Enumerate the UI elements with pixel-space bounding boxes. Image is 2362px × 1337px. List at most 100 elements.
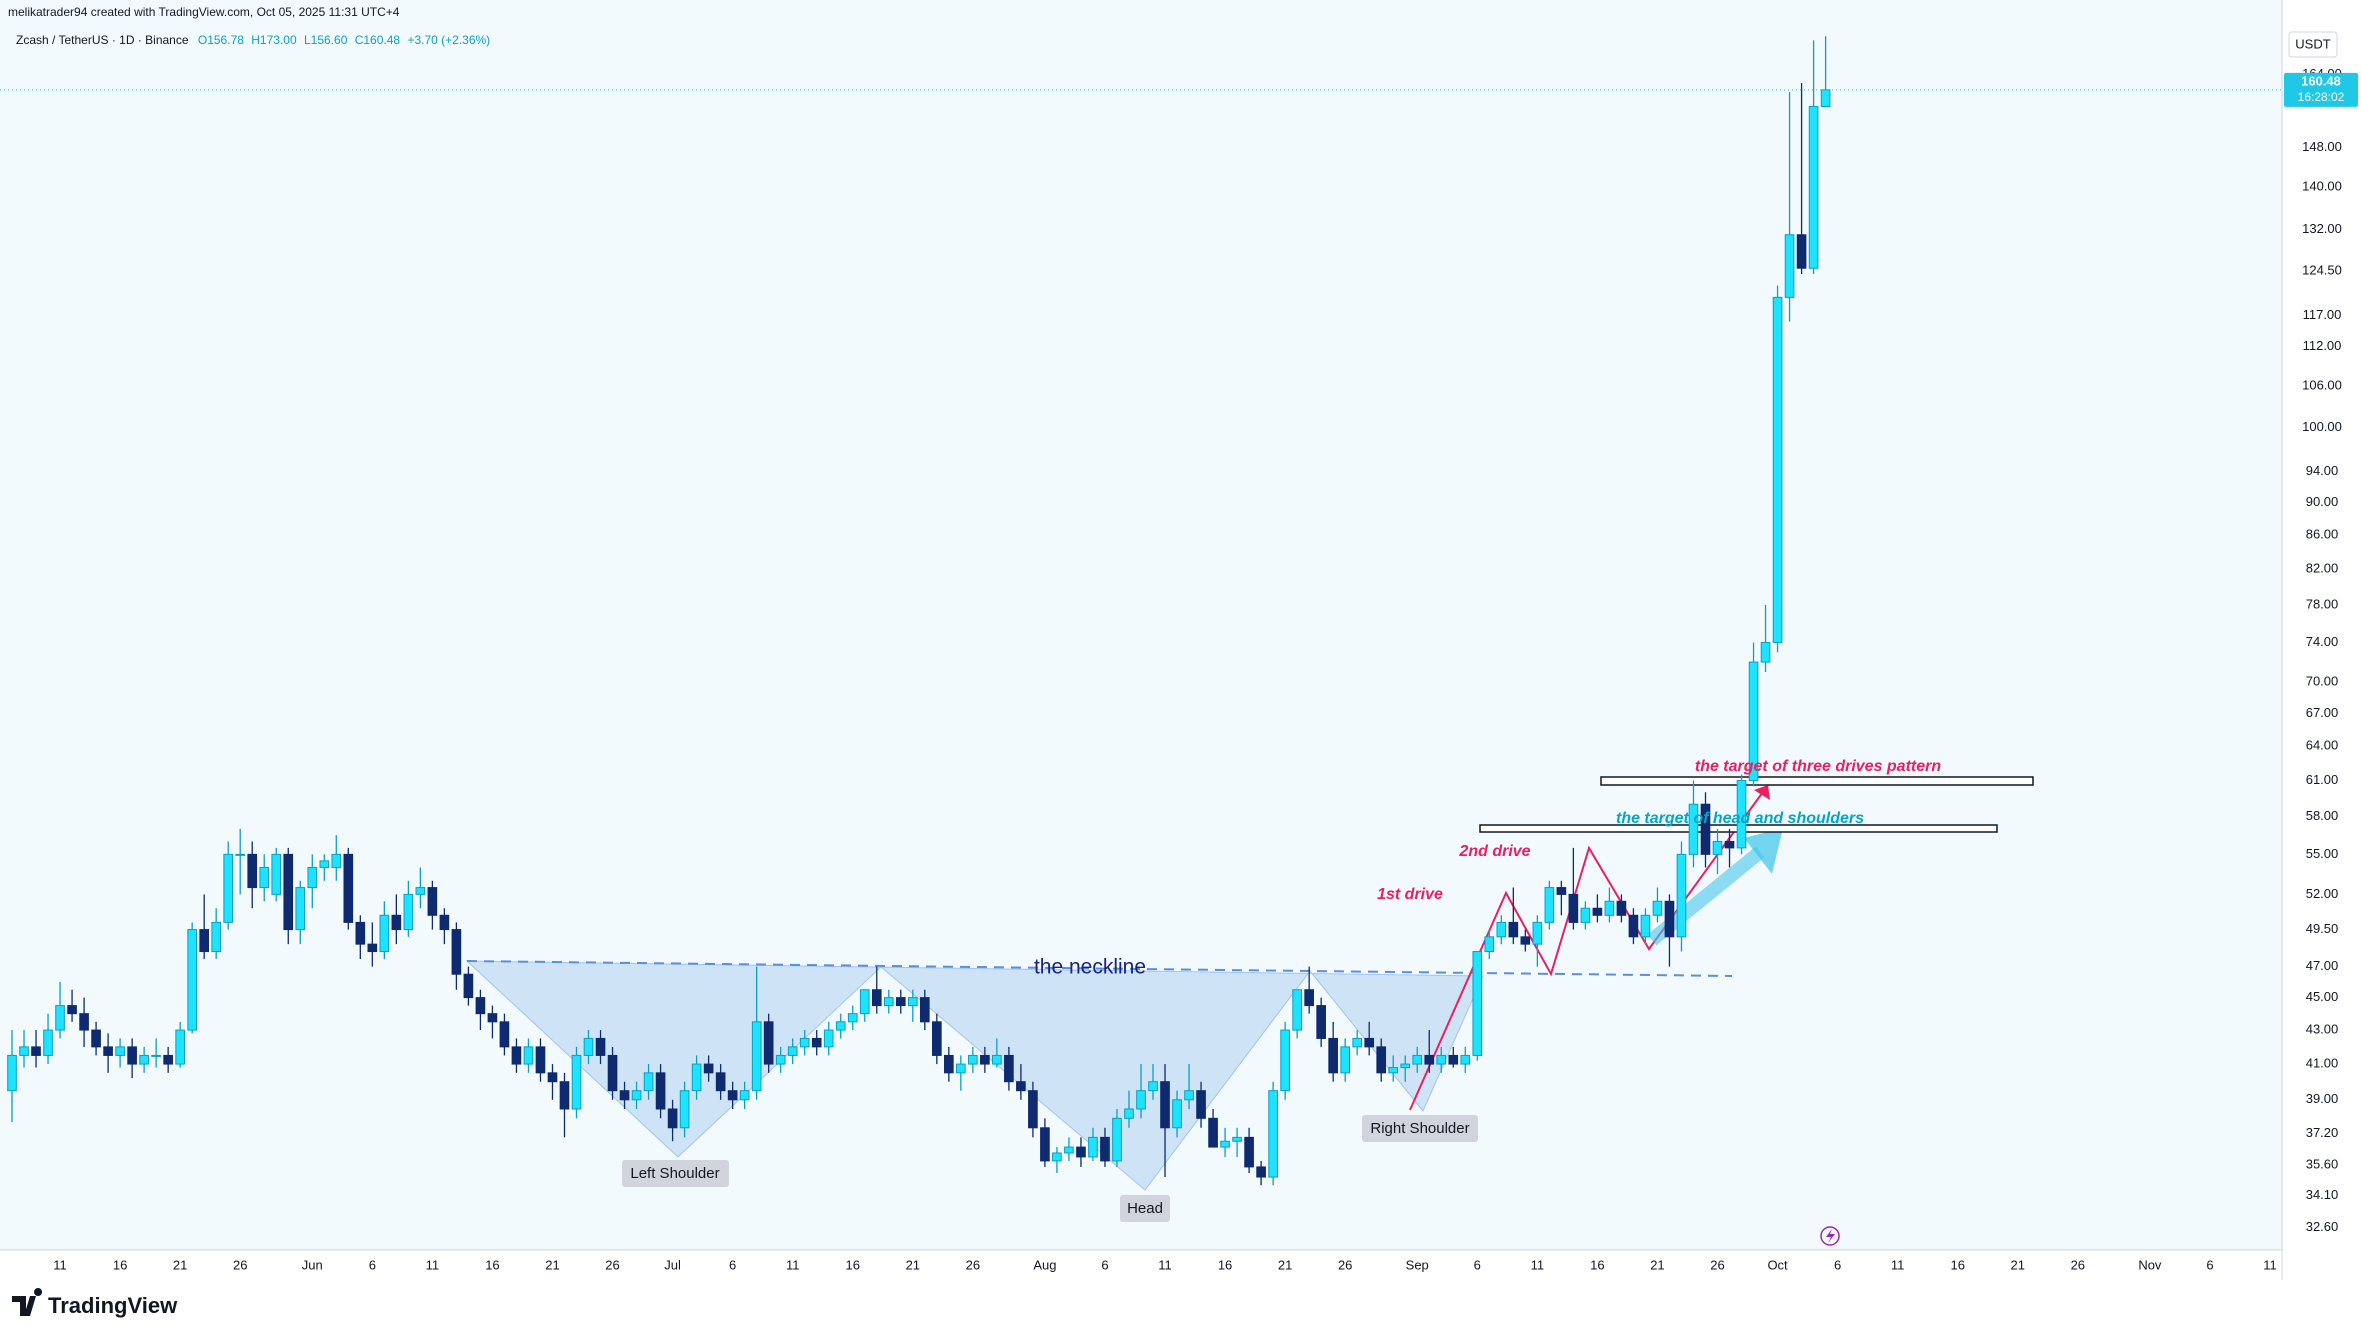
x-tick-label: 16: [485, 1257, 499, 1272]
candle-body: [1280, 1029, 1290, 1092]
candle-body: [1196, 1090, 1206, 1119]
candle-body: [343, 853, 354, 923]
candle-body: [763, 1021, 774, 1065]
candle-body: [859, 989, 870, 1015]
author-line: melikatrader94 created with TradingView.…: [8, 5, 400, 19]
annotation: 2nd drive: [1458, 843, 1530, 860]
candle-body: [115, 1046, 125, 1056]
y-tick-label: 34.10: [2306, 1187, 2339, 1202]
candle-body: [271, 853, 282, 895]
arrow-head: [1754, 785, 1770, 800]
candle-body: [391, 914, 402, 931]
candle-body: [1244, 1136, 1254, 1168]
candle-body: [823, 1029, 834, 1048]
candle-body: [980, 1054, 990, 1065]
candle-body: [1520, 936, 1531, 945]
x-tick-label: 6: [369, 1257, 376, 1272]
annotation: the target of head and shoulders: [1616, 810, 1864, 827]
x-tick-label: 16: [113, 1257, 127, 1272]
candle-body: [499, 1021, 510, 1048]
candle-body: [631, 1090, 642, 1101]
y-tick-label: 52.00: [2306, 886, 2339, 901]
candle-body: [1208, 1117, 1218, 1148]
x-tick-label: Oct: [1767, 1257, 1788, 1272]
annotation: Right Shoulder: [1370, 1120, 1469, 1137]
candle-body: [211, 921, 222, 953]
candle-body: [319, 860, 330, 868]
candle-body: [667, 1108, 678, 1129]
candle-body: [55, 1005, 65, 1031]
candle-body: [919, 997, 930, 1023]
candle-body: [139, 1054, 149, 1065]
candle-body: [1268, 1090, 1278, 1178]
candle-body: [1052, 1152, 1062, 1162]
candle-body: [643, 1072, 654, 1092]
y-tick-label: 70.00: [2306, 674, 2339, 689]
y-tick-label: 100.00: [2302, 419, 2342, 434]
x-tick-label: 26: [605, 1257, 619, 1272]
change: +3.70 (+2.36%): [407, 33, 490, 47]
y-tick-label: 74.00: [2306, 634, 2339, 649]
x-tick-label: 21: [1278, 1257, 1292, 1272]
y-tick-label: 124.50: [2302, 263, 2342, 278]
candle-body: [751, 1021, 762, 1092]
candle-body: [1628, 914, 1639, 938]
event-icon[interactable]: [1820, 1226, 1840, 1246]
candle-body: [67, 1005, 77, 1015]
candle-body: [427, 887, 438, 916]
candle-body: [175, 1029, 185, 1065]
candle-body: [283, 853, 294, 931]
candle-body: [1772, 296, 1783, 644]
candle-body: [1748, 661, 1759, 781]
candle-body: [1580, 907, 1591, 923]
candle-body: [1472, 951, 1483, 1056]
countdown: 16:28:02: [2298, 90, 2345, 104]
candle-body: [451, 929, 462, 975]
x-tick-label: 21: [1650, 1257, 1664, 1272]
y-tick-label: 43.00: [2306, 1022, 2339, 1037]
candle-body: [1568, 893, 1579, 923]
candle-body: [847, 1013, 858, 1023]
currency-box[interactable]: [2288, 31, 2338, 58]
candle-body: [1460, 1054, 1471, 1065]
candle-body: [1256, 1166, 1266, 1178]
x-tick-label: Aug: [1033, 1257, 1056, 1272]
candle-body: [1040, 1127, 1050, 1162]
neckline: [466, 960, 1733, 977]
y-tick-label: 148.00: [2302, 139, 2342, 154]
candles: [7, 36, 1831, 1186]
x-tick-label: 16: [1950, 1257, 1964, 1272]
candle-body: [103, 1046, 113, 1056]
x-tick-label: 26: [233, 1257, 247, 1272]
close: C160.48: [355, 33, 401, 47]
candle-body: [799, 1037, 810, 1048]
y-tick-label: 86.00: [2306, 527, 2339, 542]
candle-body: [151, 1054, 161, 1057]
logo: TradingView: [12, 1288, 178, 1318]
brand: TradingView: [48, 1293, 178, 1318]
y-tick-label: 39.00: [2306, 1091, 2339, 1106]
candle-body: [247, 853, 258, 889]
symbol-line: Zcash / TetherUS · 1D · Binance O156.78 …: [16, 33, 490, 47]
candle-body: [1064, 1146, 1074, 1154]
candle-body: [1652, 900, 1663, 916]
candle-body: [1676, 853, 1687, 938]
x-tick-label: 11: [53, 1257, 67, 1272]
candle-body: [679, 1090, 690, 1129]
x-tick-label: 21: [906, 1257, 920, 1272]
candle-body: [511, 1046, 522, 1065]
candle-body: [1616, 900, 1627, 916]
candle-body: [1028, 1090, 1038, 1129]
candle-body: [487, 1013, 498, 1023]
y-tick-label: 58.00: [2306, 808, 2339, 823]
candle-body: [7, 1054, 17, 1092]
candle-body: [1712, 840, 1723, 855]
event-icon-bolt: [1826, 1229, 1835, 1243]
x-tick-label: 21: [2011, 1257, 2025, 1272]
candle-body: [1808, 105, 1819, 269]
candle-body: [223, 853, 234, 923]
candle-body: [1820, 89, 1831, 107]
x-tick-label: Sep: [1406, 1257, 1429, 1272]
candle-body: [1340, 1046, 1351, 1074]
y-tick-label: 45.00: [2306, 989, 2339, 1004]
